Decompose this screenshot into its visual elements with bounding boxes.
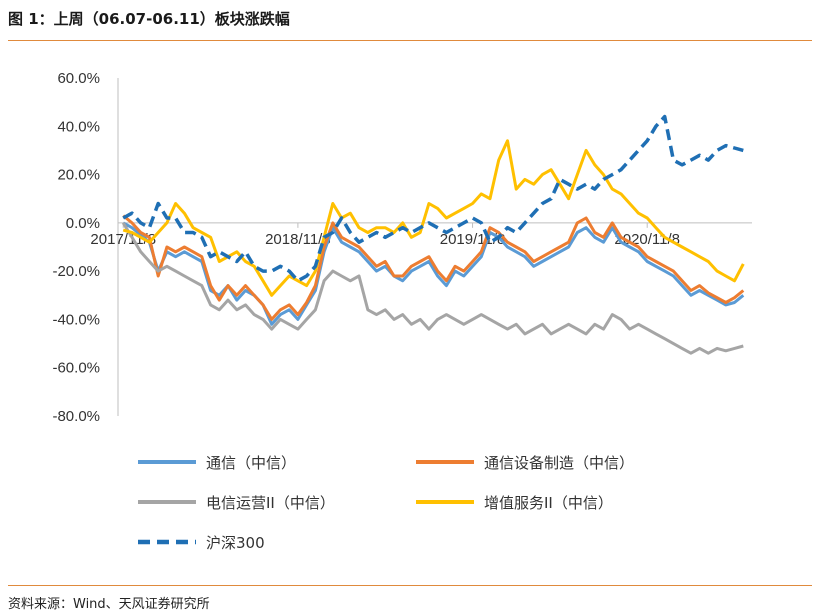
chart-axes: 60.0% 40.0% 20.0% 0.0% -20.0% -40.0% -60.0% -80… xyxy=(52,70,752,425)
y-tick-label: -60.0% xyxy=(52,360,100,377)
y-tick-label: -20.0% xyxy=(52,263,100,280)
series-line-2 xyxy=(122,214,745,321)
legend-label: 通信（中信） xyxy=(206,454,296,472)
chart-legend: 通信（中信） 通信设备制造（中信） 电信运营II（中信） 增值服务II（中信） 沪深30… xyxy=(138,454,634,552)
y-tick-label: -40.0% xyxy=(52,311,100,328)
y-tick-label: 40.0% xyxy=(57,118,100,135)
top-divider xyxy=(8,40,812,41)
y-tick-label: 20.0% xyxy=(57,167,100,184)
y-tick-label: 60.0% xyxy=(57,70,100,87)
legend-label: 沪深300 xyxy=(206,534,265,552)
source-note: 资料来源：Wind、天风证券研究所 xyxy=(8,597,210,612)
line-chart: 60.0% 40.0% 20.0% 0.0% -20.0% -40.0% -60.0% -80… xyxy=(52,70,752,552)
y-tick-label: 0.0% xyxy=(66,215,100,232)
y-tick-label: -80.0% xyxy=(52,408,100,425)
series-line-5 xyxy=(122,114,744,283)
series-line-3 xyxy=(121,222,744,355)
series-line-4 xyxy=(122,139,745,297)
chart-title: 图 1：上周（06.07-06.11）板块涨跌幅 xyxy=(8,10,290,28)
chart-series xyxy=(121,114,745,355)
legend-label: 增值服务II（中信） xyxy=(484,494,613,512)
bottom-divider xyxy=(8,585,812,586)
legend-label: 电信运营II（中信） xyxy=(206,494,335,512)
legend-label: 通信设备制造（中信） xyxy=(484,454,634,472)
x-tick-label: 2018/11/8 xyxy=(265,231,331,248)
